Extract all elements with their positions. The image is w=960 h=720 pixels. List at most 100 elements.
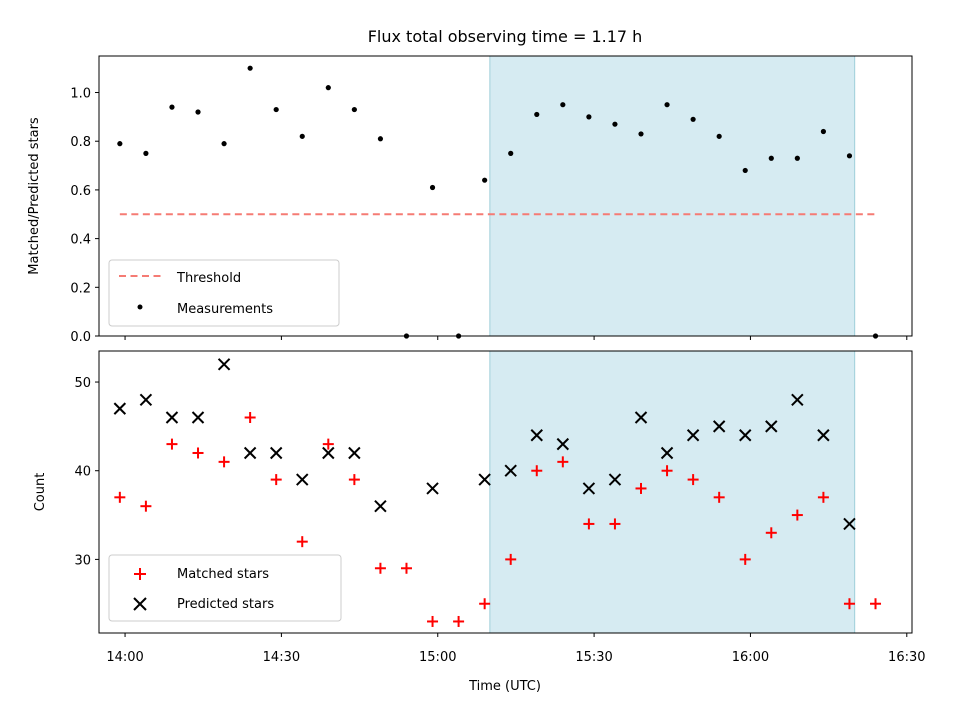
y-tick-label: 0.0: [70, 330, 91, 345]
predicted-star-point: [712, 420, 726, 433]
measurement-point: [768, 155, 774, 161]
bottom-x-ticks: 14:00 14:30 15:00 15:30 16:00 16:30: [106, 633, 926, 665]
bottom-y-axis-label: Count: [33, 473, 48, 512]
matched-star-point: [270, 474, 282, 486]
top-marks: [117, 65, 879, 339]
x-tick-label: 15:30: [575, 650, 612, 665]
bottom-legend: Matched stars Predicted stars: [108, 554, 342, 622]
x-tick-label: 14:00: [106, 650, 143, 665]
predicted-star-point: [322, 446, 335, 460]
measurement-point: [351, 106, 357, 113]
matched-star-point: [609, 518, 621, 530]
matched-star-point: [765, 527, 777, 539]
y-tick-label: 0.2: [70, 281, 91, 296]
matched-star-point: [166, 438, 178, 450]
matched-star-point: [661, 465, 673, 477]
predicted-star-point: [608, 473, 622, 486]
measurement-point: [508, 150, 514, 156]
y-tick-label: 40: [74, 465, 91, 480]
measurement-point: [325, 85, 331, 91]
top-axes-frame: [98, 55, 913, 337]
bottom-axes-frame: [98, 350, 913, 634]
top-legend-frame: [108, 259, 340, 327]
predicted-star-point: [243, 446, 257, 460]
matched-star-point: [140, 500, 152, 512]
predicted-star-point: [556, 437, 570, 451]
predicted-stars-legend-label: Predicted stars: [177, 597, 274, 612]
matched-star-point: [687, 474, 699, 486]
predicted-star-point: [191, 411, 205, 424]
matched-star-point: [348, 474, 360, 486]
matched-star-point: [400, 562, 412, 574]
predicted-star-point: [765, 420, 778, 433]
top-legend: Threshold Measurements: [108, 259, 340, 327]
bottom-y-ticks: 30 40 50: [74, 376, 99, 568]
measurement-point: [638, 131, 644, 137]
predicted-stars-legend-swatch: [133, 597, 147, 611]
matched-star-point: [505, 553, 517, 565]
chart-title: Flux total observing time = 1.17 h: [368, 27, 643, 46]
matched-star-point: [322, 438, 334, 450]
predicted-star-point: [582, 482, 596, 495]
y-tick-label: 0.8: [70, 135, 91, 150]
measurement-point: [716, 133, 722, 139]
predicted-star-point: [113, 402, 127, 415]
predicted-star-point: [686, 429, 700, 442]
top-x-ticks: [124, 336, 908, 340]
y-tick-label: 0.6: [70, 184, 91, 199]
measurement-point: [299, 133, 305, 139]
predicted-star-point: [739, 429, 752, 442]
measurement-point: [742, 167, 748, 174]
predicted-star-point: [296, 473, 309, 486]
predicted-star-point: [817, 429, 830, 442]
top-y-axis-label: Matched/Predicted stars: [27, 117, 42, 275]
measurement-point: [143, 150, 149, 156]
measurement-point: [482, 177, 488, 183]
x-tick-label: 16:30: [888, 650, 925, 665]
matched-star-point: [739, 553, 751, 565]
measurements-legend-swatch: [137, 304, 143, 310]
bottom-shaded-region: [489, 350, 856, 634]
predicted-star-point: [348, 446, 361, 460]
x-tick-label: 14:30: [263, 650, 300, 665]
x-tick-label: 16:00: [732, 650, 769, 665]
y-tick-label: 0.4: [70, 233, 91, 248]
matched-star-point: [817, 491, 829, 503]
measurement-point: [169, 104, 175, 110]
measurement-point: [794, 155, 800, 161]
measurement-point: [221, 141, 227, 147]
measurement-point: [247, 65, 253, 71]
y-tick-label: 50: [74, 376, 91, 391]
predicted-star-point: [269, 446, 283, 460]
measurement-point: [195, 109, 201, 115]
bottom-marks: [113, 358, 882, 627]
predicted-star-point: [217, 358, 231, 371]
predicted-star-point: [791, 393, 804, 406]
measurement-point: [534, 111, 540, 118]
predicted-star-point: [660, 446, 674, 460]
y-tick-label: 30: [74, 553, 91, 568]
predicted-star-point: [374, 499, 387, 513]
matched-star-point: [531, 465, 543, 477]
matched-star-point: [374, 562, 386, 574]
matched-star-point: [192, 447, 204, 459]
matched-star-point: [453, 615, 465, 627]
measurement-point: [612, 121, 618, 127]
measurement-point: [664, 102, 670, 108]
top-panel: Flux total observing time = 1.17 h 0.0 0.…: [27, 27, 913, 345]
matched-stars-legend-swatch: [134, 568, 146, 580]
predicted-star-point: [478, 473, 491, 486]
matched-star-point: [557, 456, 569, 468]
top-shaded-region: [489, 55, 856, 337]
matched-star-point: [296, 536, 308, 548]
measurement-point: [586, 114, 592, 120]
predicted-star-point: [504, 464, 517, 477]
measurements-legend-label: Measurements: [177, 302, 273, 317]
matched-star-point: [635, 482, 647, 494]
bottom-legend-frame: [108, 554, 342, 622]
matched-star-point: [843, 598, 855, 610]
predicted-star-point: [139, 393, 153, 406]
measurement-point: [690, 116, 696, 122]
measurement-point: [429, 184, 436, 191]
